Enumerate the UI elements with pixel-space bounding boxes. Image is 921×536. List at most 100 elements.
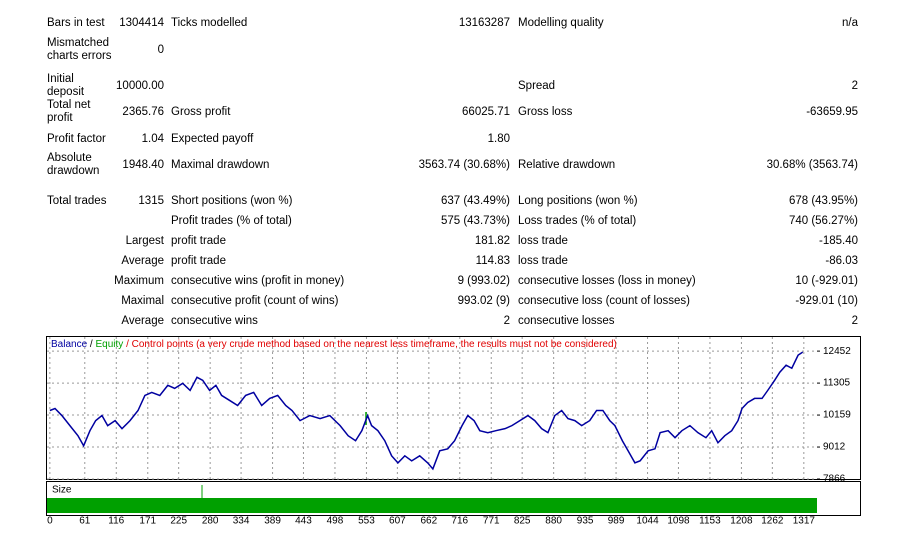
x-tick-label: 1098 [667, 516, 690, 527]
x-tick-label: 0 [47, 516, 53, 527]
stat-label: Long positions (won %) [518, 194, 638, 207]
stat-value: Largest [125, 234, 164, 247]
stat-label: consecutive losses (loss in money) [518, 274, 696, 287]
stat-value: 1.80 [487, 132, 510, 145]
x-tick-label: 1262 [761, 516, 784, 527]
grid [47, 337, 817, 480]
stat-label: consecutive profit (count of wins) [171, 294, 339, 307]
stat-value: 678 (43.95%) [788, 194, 858, 207]
size-bar [47, 498, 817, 513]
stat-label: loss trade [518, 234, 568, 247]
stat-value: 2 [851, 314, 858, 327]
stat-value: 993.02 (9) [457, 294, 510, 307]
stat-value: 3563.74 (30.68%) [418, 158, 510, 171]
x-tick-label: 1153 [699, 516, 721, 527]
stat-label: consecutive wins (profit in money) [171, 274, 345, 287]
stat-value: 2365.76 [122, 105, 164, 118]
x-tick-label: 607 [389, 516, 406, 527]
stat-value: 1948.40 [122, 158, 164, 171]
stat-value: 2 [851, 79, 858, 92]
x-tick-label: 61 [79, 516, 91, 527]
x-tick-label: 880 [545, 516, 562, 527]
stat-value: Average [121, 254, 164, 267]
stat-label: profit trade [171, 254, 226, 267]
stat-value: 740 (56.27%) [788, 214, 858, 227]
stat-value: n/a [842, 16, 858, 29]
stat-value: -63659.95 [806, 105, 858, 118]
stat-label: Absolute drawdown [47, 152, 100, 177]
stat-label: Ticks modelled [171, 16, 248, 29]
stat-value: -185.40 [818, 234, 858, 247]
x-tick-label: 825 [514, 516, 531, 527]
x-tick-label: 171 [139, 516, 156, 527]
stat-value: 66025.71 [462, 105, 510, 118]
stat-label: Modelling quality [518, 16, 604, 29]
stat-value: 30.68% (3563.74) [766, 158, 858, 171]
stat-value: Maximal [121, 294, 164, 307]
x-tick-label: 662 [421, 516, 438, 527]
stat-label: Mismatched charts errors [47, 37, 112, 62]
x-tick-label: 280 [202, 516, 219, 527]
stat-label: Expected payoff [171, 132, 254, 145]
stat-value: 575 (43.73%) [440, 214, 510, 227]
stat-value: 10000.00 [116, 79, 164, 92]
y-tick-label: 12452 [823, 346, 851, 357]
stat-label: Total trades [47, 194, 107, 207]
stat-label: loss trade [518, 254, 568, 267]
stat-value: 2 [503, 314, 510, 327]
legend-balance: Balance [51, 339, 88, 350]
y-tick-label: 11305 [823, 378, 851, 389]
stat-value: 114.83 [475, 254, 510, 267]
legend-equity: Equity [95, 339, 123, 350]
stat-label: consecutive wins [171, 314, 258, 327]
y-tick-label: 10159 [823, 410, 851, 421]
legend: Balance / Equity / Control points (a ver… [51, 339, 617, 350]
stat-value: Average [121, 314, 164, 327]
x-tick-label: 989 [608, 516, 625, 527]
x-tick-label: 1044 [636, 516, 659, 527]
stat-value: 0 [157, 43, 164, 56]
stat-label: Relative drawdown [518, 158, 616, 171]
stat-label: Spread [518, 79, 556, 92]
stat-label: consecutive loss (count of losses) [518, 294, 690, 307]
x-tick-label: 716 [451, 516, 468, 527]
stat-label: Gross profit [171, 105, 231, 118]
stat-value: 13163287 [458, 16, 510, 29]
stat-value: 9 (993.02) [457, 274, 510, 287]
x-tick-label: 498 [327, 516, 344, 527]
stat-value: 10 (-929.01) [795, 274, 858, 287]
x-tick-label: 225 [170, 516, 187, 527]
x-tick-label: 389 [264, 516, 281, 527]
x-tick-label: 553 [358, 516, 375, 527]
stat-label: Maximal drawdown [171, 158, 270, 171]
x-tick-label: 771 [483, 516, 500, 527]
legend-control: Control points (a very crude method base… [132, 339, 617, 350]
stat-label: Initial deposit [47, 73, 85, 98]
stat-value: 1.04 [141, 132, 164, 145]
chart-frame [46, 336, 861, 480]
x-tick-label: 1317 [793, 516, 816, 527]
stat-value: -86.03 [825, 254, 858, 267]
x-tick-label: 1208 [730, 516, 753, 527]
x-tick-label: 116 [108, 516, 124, 527]
stat-value: 1304414 [119, 16, 164, 29]
legend-sep: / [90, 339, 93, 350]
stat-label: Gross loss [518, 105, 573, 118]
stat-value: -929.01 (10) [795, 294, 858, 307]
x-tick-label: 443 [295, 516, 312, 527]
stat-label: profit trade [171, 234, 226, 247]
stat-value: 637 (43.49%) [440, 194, 510, 207]
balance-line [49, 351, 804, 471]
stat-label: Profit factor [47, 132, 106, 145]
stat-value: Maximum [114, 274, 164, 287]
stat-label: Bars in test [47, 16, 105, 29]
stat-label: Short positions (won %) [171, 194, 293, 207]
y-tick-label: 9012 [823, 442, 846, 453]
size-label: Size [52, 485, 72, 496]
stat-label: Loss trades (% of total) [518, 214, 637, 227]
x-tick-label: 935 [577, 516, 594, 527]
x-tick-label: 334 [233, 516, 250, 527]
stat-value: 1315 [138, 194, 164, 207]
